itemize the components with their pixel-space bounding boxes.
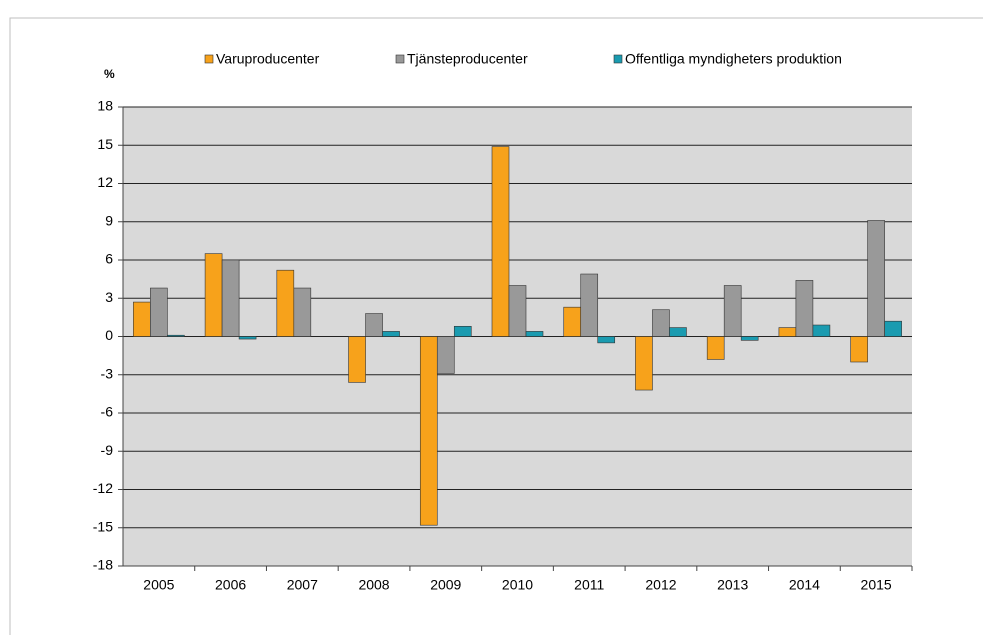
- x-tick-label: 2006: [215, 577, 246, 593]
- bar: [453, 325, 472, 337]
- y-tick-label: -18: [93, 557, 113, 573]
- legend-label: Tjänsteproducenter: [407, 51, 528, 67]
- y-tick-label: 0: [105, 327, 113, 343]
- x-tick-label: 2005: [143, 577, 174, 593]
- bar: [491, 146, 510, 337]
- bar: [778, 327, 797, 337]
- y-axis-label: %: [104, 67, 115, 81]
- bar: [436, 336, 455, 374]
- bar: [597, 336, 616, 344]
- y-tick-label: 18: [97, 98, 113, 114]
- bar: [238, 336, 257, 340]
- x-tick-label: 2010: [502, 577, 533, 593]
- legend-swatch: [395, 54, 405, 64]
- x-tick-label: 2009: [430, 577, 461, 593]
- y-tick-label: 6: [105, 251, 113, 267]
- y-tick-label: -9: [101, 442, 114, 458]
- bar: [348, 336, 366, 383]
- y-tick-label: 3: [105, 289, 113, 305]
- x-tick-label: 2012: [645, 577, 676, 593]
- bar: [221, 259, 240, 337]
- bar: [382, 331, 400, 337]
- bar: [293, 287, 312, 337]
- bar: [508, 285, 527, 337]
- chart-frame: [9, 17, 983, 635]
- x-tick-label: 2013: [717, 577, 748, 593]
- bar: [150, 287, 168, 337]
- legend-label: Offentliga myndigheters produktion: [625, 51, 842, 67]
- bar: [850, 336, 868, 363]
- bar: [133, 301, 151, 337]
- bar: [867, 220, 885, 337]
- y-tick-label: -3: [101, 365, 114, 381]
- bar: [812, 324, 831, 337]
- y-tick-label: -15: [93, 518, 113, 534]
- bar: [419, 336, 438, 526]
- y-tick-label: 15: [97, 136, 113, 152]
- legend-swatch: [613, 54, 623, 64]
- bar: [525, 331, 544, 337]
- bar: [706, 336, 725, 360]
- bar: [740, 336, 759, 341]
- bar: [580, 273, 599, 337]
- y-tick-label: -6: [101, 404, 114, 420]
- x-tick-label: 2011: [574, 577, 604, 593]
- bar: [204, 253, 223, 337]
- legend-label: Varuproducenter: [216, 51, 320, 67]
- bar: [884, 320, 902, 337]
- bar: [723, 285, 742, 337]
- x-tick-label: 2008: [358, 577, 389, 593]
- y-tick-label: 12: [97, 174, 113, 190]
- x-tick-label: 2014: [789, 577, 820, 593]
- bar: [652, 309, 670, 337]
- y-tick-label: -12: [93, 480, 113, 496]
- y-tick-label: 9: [105, 212, 113, 228]
- bar: [795, 280, 814, 337]
- x-tick-label: 2007: [287, 577, 318, 593]
- bar: [563, 306, 582, 337]
- x-tick-label: 2015: [861, 577, 892, 593]
- bar: [276, 269, 295, 337]
- bar: [669, 327, 687, 337]
- legend-swatch: [204, 54, 214, 64]
- bar: [635, 336, 653, 391]
- bar: [365, 313, 383, 337]
- bar: [167, 334, 185, 337]
